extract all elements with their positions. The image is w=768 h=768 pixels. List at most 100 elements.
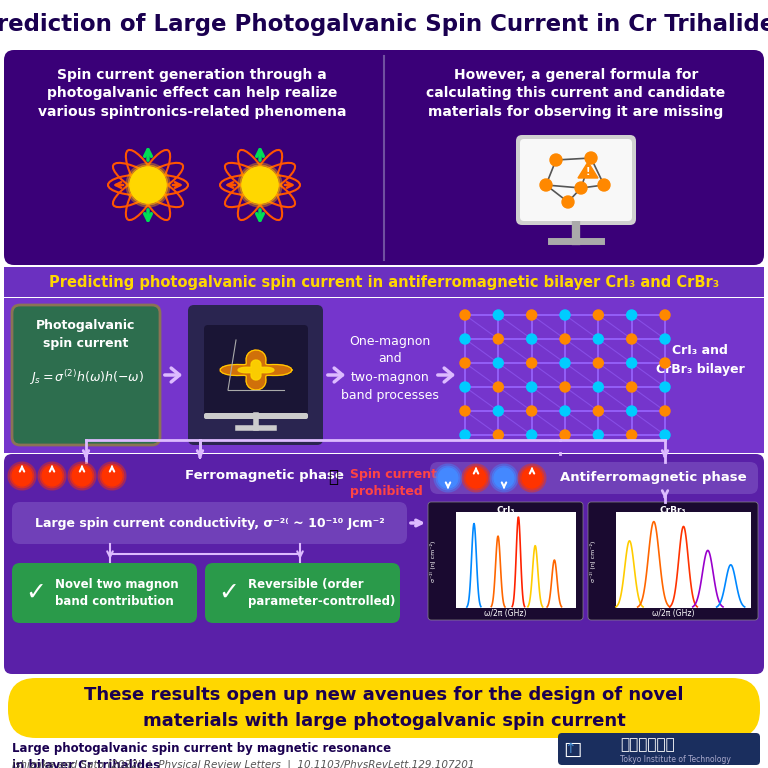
Circle shape	[660, 382, 670, 392]
FancyBboxPatch shape	[4, 50, 764, 265]
FancyBboxPatch shape	[188, 305, 323, 445]
FancyBboxPatch shape	[4, 454, 764, 674]
Circle shape	[42, 466, 62, 486]
Text: Predicting photogalvanic spin current in antiferromagnetic bilayer CrI₃ and CrBr: Predicting photogalvanic spin current in…	[49, 274, 719, 290]
Polygon shape	[220, 350, 292, 390]
Circle shape	[527, 382, 537, 392]
Text: Ferromagnetic phase: Ferromagnetic phase	[185, 469, 344, 482]
Circle shape	[240, 165, 280, 205]
FancyBboxPatch shape	[588, 502, 758, 620]
Text: 東京工業大学: 東京工業大学	[620, 737, 675, 753]
Circle shape	[560, 406, 570, 416]
Text: $J_s = \sigma^{(2)} h(\omega)h(-\omega)$: $J_s = \sigma^{(2)} h(\omega)h(-\omega)$	[28, 369, 144, 387]
Text: Prediction of Large Photogalvanic Spin Current in Cr Trihalides: Prediction of Large Photogalvanic Spin C…	[0, 12, 768, 35]
Circle shape	[10, 464, 34, 488]
Circle shape	[594, 358, 604, 368]
Text: ω/2π (GHz): ω/2π (GHz)	[485, 609, 527, 618]
Circle shape	[560, 382, 570, 392]
FancyBboxPatch shape	[12, 502, 407, 544]
Circle shape	[460, 430, 470, 440]
Circle shape	[128, 165, 168, 205]
FancyBboxPatch shape	[204, 413, 308, 419]
Circle shape	[550, 154, 562, 166]
Circle shape	[438, 468, 458, 488]
Circle shape	[68, 462, 96, 490]
Circle shape	[627, 430, 637, 440]
Text: However, a general formula for
calculating this current and candidate
materials : However, a general formula for calculati…	[426, 68, 726, 119]
FancyBboxPatch shape	[0, 0, 768, 48]
FancyBboxPatch shape	[520, 139, 632, 221]
Circle shape	[460, 406, 470, 416]
Circle shape	[660, 430, 670, 440]
FancyBboxPatch shape	[8, 678, 760, 738]
FancyBboxPatch shape	[4, 267, 764, 297]
Circle shape	[40, 464, 64, 488]
Circle shape	[518, 464, 546, 492]
Circle shape	[460, 382, 470, 392]
Circle shape	[466, 468, 486, 488]
Circle shape	[462, 464, 490, 492]
Text: These results open up new avenues for the design of novel
materials with large p: These results open up new avenues for th…	[84, 687, 684, 730]
FancyBboxPatch shape	[456, 512, 576, 608]
Circle shape	[130, 167, 166, 203]
Circle shape	[100, 464, 124, 488]
Text: Antiferromagnetic phase: Antiferromagnetic phase	[560, 472, 746, 485]
FancyBboxPatch shape	[460, 305, 760, 445]
Circle shape	[560, 430, 570, 440]
FancyBboxPatch shape	[428, 502, 583, 620]
Circle shape	[493, 310, 503, 320]
Text: ω/2π (GHz): ω/2π (GHz)	[652, 609, 694, 618]
Circle shape	[627, 334, 637, 344]
Circle shape	[490, 464, 518, 492]
Circle shape	[38, 462, 66, 490]
Circle shape	[12, 466, 32, 486]
FancyBboxPatch shape	[4, 298, 764, 453]
Circle shape	[627, 406, 637, 416]
Text: Large photogalvanic spin current by magnetic resonance
in bilayer Cr trihalides: Large photogalvanic spin current by magn…	[12, 742, 391, 768]
Text: ✓: ✓	[218, 581, 239, 605]
Text: Photogalvanic
spin current: Photogalvanic spin current	[36, 319, 136, 350]
Circle shape	[660, 334, 670, 344]
Text: Spin current
prohibited: Spin current prohibited	[350, 468, 437, 498]
Circle shape	[102, 466, 122, 486]
Circle shape	[494, 468, 514, 488]
Circle shape	[493, 406, 503, 416]
Circle shape	[527, 406, 537, 416]
Circle shape	[242, 167, 278, 203]
Circle shape	[660, 406, 670, 416]
Circle shape	[527, 310, 537, 320]
Circle shape	[627, 382, 637, 392]
Circle shape	[493, 334, 503, 344]
Circle shape	[627, 310, 637, 320]
Circle shape	[560, 334, 570, 344]
Circle shape	[660, 310, 670, 320]
Circle shape	[493, 358, 503, 368]
Text: Ishizuka and Sato (2022)  |  Physical Review Letters  |  10.1103/PhysRevLett.129: Ishizuka and Sato (2022) | Physical Revi…	[12, 760, 475, 768]
Polygon shape	[238, 360, 274, 380]
Circle shape	[560, 358, 570, 368]
Text: Tokyo Institute of Technology: Tokyo Institute of Technology	[620, 756, 731, 764]
Circle shape	[660, 358, 670, 368]
Circle shape	[98, 462, 126, 490]
Circle shape	[575, 182, 587, 194]
Text: σ⁻²⁽ (nJ cm⁻²): σ⁻²⁽ (nJ cm⁻²)	[430, 541, 436, 581]
Text: □: □	[563, 740, 581, 759]
Text: CrBr₃: CrBr₃	[660, 506, 687, 515]
Text: σ⁻²⁽ (nJ cm⁻²): σ⁻²⁽ (nJ cm⁻²)	[590, 541, 596, 581]
FancyBboxPatch shape	[204, 325, 308, 415]
Text: CrI₃: CrI₃	[496, 506, 515, 515]
Circle shape	[130, 167, 166, 203]
Text: ↑: ↑	[564, 742, 576, 756]
Text: Large spin current conductivity, σ⁻²⁽ ~ 10⁻¹⁰ Jcm⁻²: Large spin current conductivity, σ⁻²⁽ ~ …	[35, 517, 385, 529]
Text: CrI₃ and
CrBr₃ bilayer: CrI₃ and CrBr₃ bilayer	[656, 345, 744, 376]
Circle shape	[493, 430, 503, 440]
Text: ❌: ❌	[328, 468, 338, 486]
Text: Novel two magnon
band contribution: Novel two magnon band contribution	[55, 578, 179, 608]
Circle shape	[520, 466, 544, 490]
Circle shape	[8, 462, 36, 490]
Circle shape	[238, 163, 282, 207]
Circle shape	[460, 358, 470, 368]
Text: Reversible (order
parameter-controlled): Reversible (order parameter-controlled)	[248, 578, 396, 608]
Circle shape	[594, 406, 604, 416]
Circle shape	[493, 382, 503, 392]
